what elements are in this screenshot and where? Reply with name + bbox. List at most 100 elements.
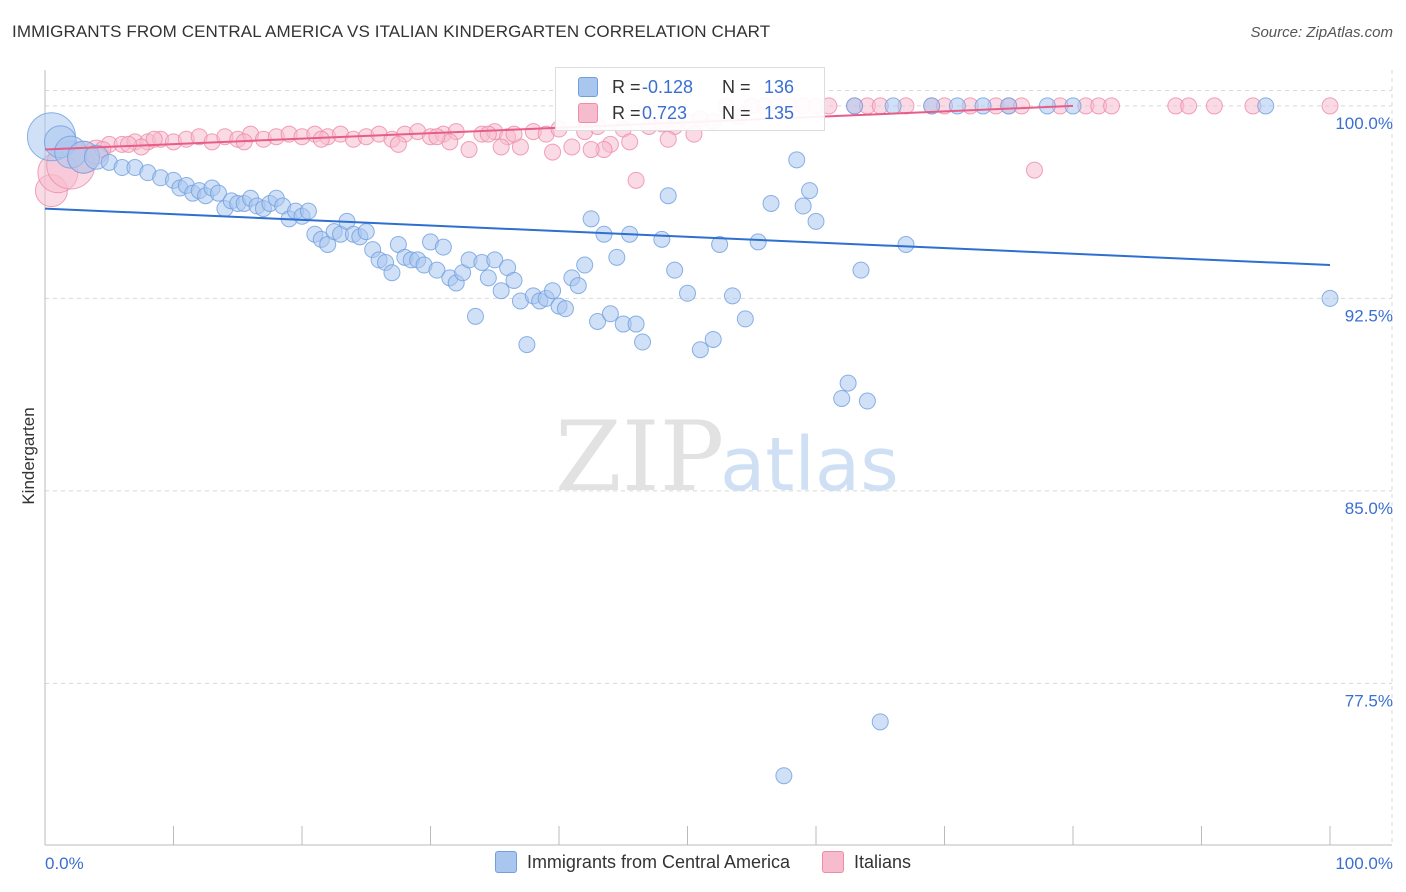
central-america-point	[492, 282, 510, 300]
central-america-point	[884, 97, 902, 115]
central-america-point	[858, 392, 876, 410]
central-america-point	[666, 261, 684, 279]
central-america-point	[569, 277, 587, 295]
italians-point	[659, 130, 677, 148]
central-america-point	[852, 261, 870, 279]
italians-point	[428, 128, 446, 146]
central-america-point	[544, 282, 562, 300]
series-legend: Immigrants from Central America Italians	[0, 851, 1406, 873]
n-label: N =	[722, 76, 751, 97]
x-tick-labels: 0.0% 100.0%	[45, 854, 1393, 873]
central-america-point	[466, 307, 484, 325]
central-america-point	[486, 251, 504, 269]
italians-point	[621, 133, 639, 151]
italians-point	[120, 135, 138, 153]
central-america-point	[601, 305, 619, 323]
watermark: ZIP atlas	[555, 401, 899, 513]
central-america-point	[518, 336, 536, 354]
central-america-point	[627, 315, 645, 333]
watermark-zip: ZIP	[555, 401, 724, 513]
central-america-point	[1257, 97, 1275, 115]
italians-point	[312, 130, 330, 148]
central-america-point	[299, 202, 317, 220]
italians-point	[582, 141, 600, 159]
central-america-point	[634, 333, 652, 351]
y-axis-label: Kindergarten	[19, 407, 38, 504]
n-label: N =	[722, 102, 751, 123]
watermark-atlas: atlas	[720, 422, 899, 508]
central-america-point	[807, 212, 825, 230]
stats-row-central-america: R = -0.128 N = 136	[578, 75, 794, 99]
central-america-point	[589, 312, 607, 330]
central-america-point	[788, 151, 806, 169]
central-america-point	[582, 210, 600, 228]
central-america-point	[794, 197, 812, 215]
y-tick-labels: 100.0% 92.5% 85.0% 77.5%	[1335, 114, 1393, 710]
central-america-point	[428, 261, 446, 279]
central-america-point	[871, 713, 889, 731]
italians-point	[479, 125, 497, 143]
stats-row-italians: R = 0.723 N = 135	[578, 101, 794, 125]
central-america-point	[723, 287, 741, 305]
italians-point	[1025, 161, 1043, 179]
y-tick-label: 100.0%	[1335, 114, 1393, 133]
central-america-point	[1321, 289, 1339, 307]
x-tick-label: 0.0%	[45, 854, 84, 873]
central-america-points	[26, 97, 1339, 785]
central-america-point	[383, 264, 401, 282]
n-value: 135	[764, 102, 795, 123]
central-america-point	[479, 269, 497, 287]
italians-point	[1103, 97, 1121, 115]
central-america-point	[762, 194, 780, 212]
source-label: Source: ZipAtlas.com	[1250, 24, 1393, 41]
legend-item-italians[interactable]: Italians	[822, 851, 911, 873]
central-america-point	[711, 236, 729, 254]
italians-point	[627, 171, 645, 189]
central-america-point	[556, 300, 574, 318]
italians-point	[563, 138, 581, 156]
legend-item-central-america[interactable]: Immigrants from Central America	[494, 851, 791, 873]
italians-point	[1321, 97, 1339, 115]
central-america-point	[691, 341, 709, 359]
italians-point	[1180, 97, 1198, 115]
central-america-point	[209, 184, 227, 202]
italians-point	[544, 143, 562, 161]
central-america-point	[833, 389, 851, 407]
r-value: -0.128	[642, 76, 694, 97]
x-tick-label: 100.0%	[1335, 854, 1393, 873]
central-america-point	[704, 330, 722, 348]
central-america-point	[897, 236, 915, 254]
italians-point	[145, 130, 163, 148]
y-tick-label: 85.0%	[1345, 499, 1393, 518]
y-tick-label: 92.5%	[1345, 306, 1393, 325]
central-america-point	[775, 767, 793, 785]
legend-label: Italians	[854, 851, 912, 872]
central-america-point	[434, 238, 452, 256]
legend-label: Immigrants from Central America	[526, 851, 791, 872]
central-america-point	[923, 97, 941, 115]
italians-point	[460, 141, 478, 159]
r-label: R =	[612, 102, 641, 123]
central-america-point	[659, 187, 677, 205]
central-america-point	[736, 310, 754, 328]
central-america-trend-line	[44, 207, 1331, 267]
pink-swatch	[822, 851, 845, 873]
n-value: 136	[764, 76, 795, 97]
central-america-point	[839, 374, 857, 392]
central-america-point	[653, 230, 671, 248]
italians-point	[492, 138, 510, 156]
pink-swatch	[578, 103, 598, 123]
central-america-point	[974, 97, 992, 115]
central-america-point	[1000, 97, 1018, 115]
r-label: R =	[612, 76, 641, 97]
central-america-point	[505, 271, 523, 289]
chart-title: IMMIGRANTS FROM CENTRAL AMERICA VS ITALI…	[12, 22, 771, 41]
blue-swatch	[494, 851, 517, 873]
central-america-point	[679, 284, 696, 302]
italians-point	[1205, 97, 1223, 115]
blue-swatch	[578, 77, 598, 97]
central-america-point	[357, 223, 375, 241]
central-america-point	[576, 256, 594, 274]
y-tick-label: 77.5%	[1345, 691, 1393, 710]
